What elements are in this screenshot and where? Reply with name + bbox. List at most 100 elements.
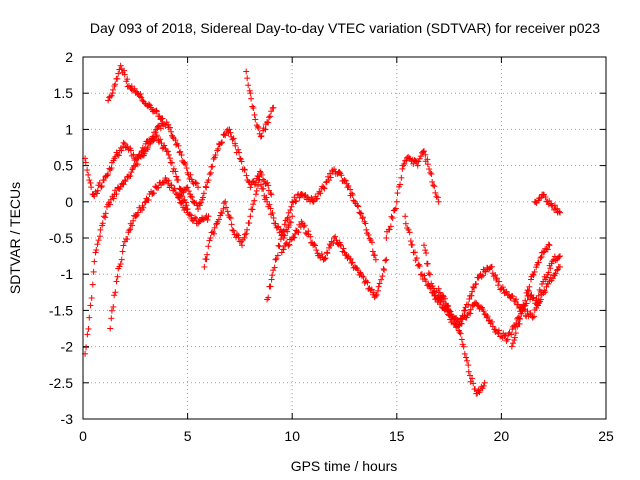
data-point bbox=[301, 192, 308, 199]
data-point bbox=[252, 179, 259, 186]
data-point bbox=[270, 214, 277, 221]
data-point bbox=[98, 184, 105, 191]
data-point bbox=[348, 259, 355, 266]
data-point bbox=[378, 276, 385, 283]
data-point bbox=[268, 108, 275, 115]
data-point bbox=[280, 246, 287, 253]
data-point bbox=[382, 257, 389, 264]
data-point bbox=[517, 316, 524, 323]
data-point bbox=[465, 368, 472, 375]
data-point bbox=[467, 306, 474, 313]
data-point bbox=[414, 162, 421, 169]
data-point bbox=[509, 293, 516, 300]
data-point bbox=[398, 174, 405, 181]
data-point bbox=[368, 239, 375, 246]
data-point bbox=[203, 256, 210, 263]
data-point bbox=[182, 161, 189, 168]
data-point bbox=[394, 190, 401, 197]
data-point bbox=[324, 250, 331, 257]
data-point bbox=[244, 226, 251, 233]
data-point bbox=[404, 154, 411, 161]
data-point bbox=[88, 184, 95, 191]
data-point bbox=[107, 196, 114, 203]
data-point bbox=[114, 75, 121, 82]
data-point bbox=[530, 294, 537, 301]
data-point bbox=[250, 201, 257, 208]
data-point bbox=[537, 288, 544, 295]
data-point bbox=[93, 246, 100, 253]
data-point bbox=[251, 197, 258, 204]
data-point bbox=[82, 159, 89, 166]
data-point bbox=[554, 255, 561, 262]
data-point bbox=[397, 181, 404, 188]
data-point bbox=[525, 288, 532, 295]
data-point bbox=[421, 272, 428, 279]
data-point bbox=[416, 155, 423, 162]
data-point bbox=[428, 171, 435, 178]
data-point bbox=[108, 307, 115, 314]
data-point bbox=[358, 210, 365, 217]
y-tick-label: -1.5 bbox=[49, 302, 73, 318]
data-point bbox=[538, 280, 545, 287]
data-point bbox=[257, 181, 264, 188]
data-point bbox=[105, 171, 112, 178]
data-point bbox=[244, 75, 251, 82]
data-point bbox=[502, 332, 509, 339]
data-point bbox=[94, 241, 101, 248]
data-point bbox=[545, 280, 552, 287]
data-point bbox=[192, 179, 199, 186]
data-point bbox=[107, 325, 114, 332]
data-point bbox=[431, 183, 438, 190]
data-point bbox=[293, 198, 300, 205]
data-point bbox=[439, 305, 446, 312]
data-point bbox=[230, 135, 237, 142]
data-point bbox=[531, 313, 538, 320]
data-point bbox=[138, 94, 145, 101]
data-point bbox=[528, 276, 535, 283]
data-point bbox=[427, 169, 434, 176]
data-point bbox=[127, 173, 134, 180]
data-point bbox=[122, 178, 129, 185]
data-point bbox=[193, 220, 200, 227]
data-point bbox=[166, 124, 173, 131]
data-point bbox=[229, 136, 236, 143]
data-point bbox=[172, 137, 179, 144]
data-point bbox=[141, 146, 148, 153]
data-point bbox=[473, 280, 480, 287]
data-point bbox=[250, 105, 257, 112]
data-point bbox=[238, 158, 245, 165]
data-point bbox=[203, 212, 210, 219]
data-point bbox=[407, 238, 414, 245]
data-point bbox=[406, 229, 413, 236]
data-point bbox=[104, 172, 111, 179]
data-point bbox=[268, 276, 275, 283]
data-point bbox=[87, 179, 94, 186]
data-point bbox=[495, 327, 502, 334]
data-point bbox=[221, 131, 228, 138]
data-point bbox=[538, 194, 545, 201]
data-point bbox=[206, 237, 213, 244]
data-point bbox=[340, 245, 347, 252]
data-point bbox=[236, 155, 243, 162]
data-point bbox=[95, 237, 102, 244]
data-point bbox=[161, 142, 168, 149]
data-point bbox=[405, 226, 412, 233]
data-point bbox=[102, 210, 109, 217]
data-point bbox=[537, 254, 544, 261]
data-point bbox=[463, 354, 470, 361]
data-point bbox=[422, 278, 429, 285]
data-point bbox=[258, 171, 265, 178]
data-point bbox=[309, 197, 316, 204]
data-point bbox=[460, 343, 467, 350]
data-point bbox=[466, 296, 473, 303]
data-point bbox=[480, 308, 487, 315]
data-point bbox=[544, 246, 551, 253]
data-point bbox=[533, 295, 540, 302]
data-point bbox=[269, 209, 276, 216]
data-point bbox=[166, 155, 173, 162]
data-point bbox=[207, 169, 214, 176]
data-point bbox=[360, 273, 367, 280]
data-point bbox=[195, 206, 202, 213]
data-point bbox=[145, 101, 152, 108]
data-point bbox=[435, 285, 442, 292]
